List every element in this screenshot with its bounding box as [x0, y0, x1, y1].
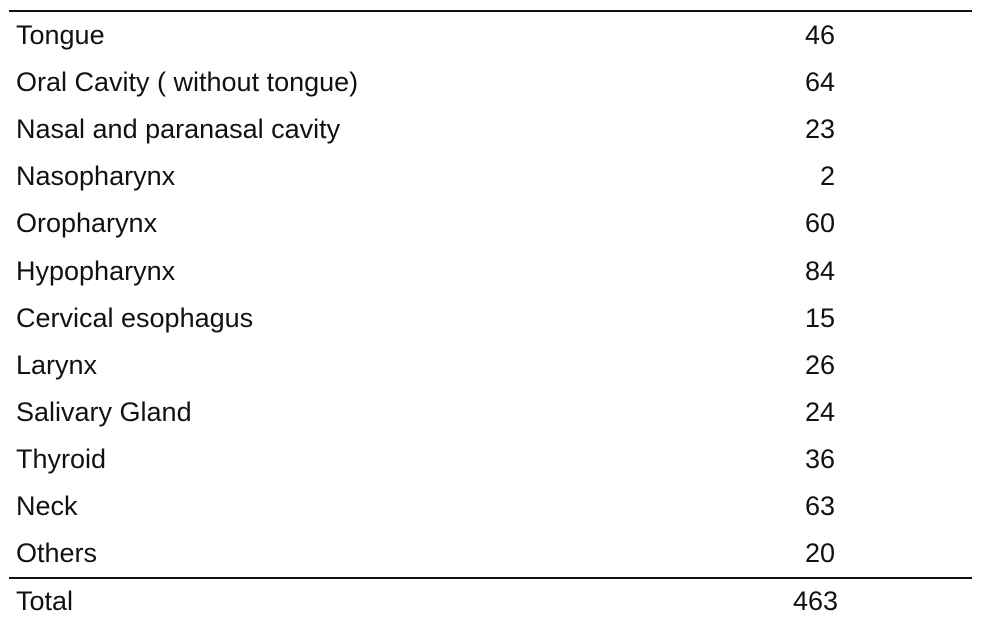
total-count: 463 — [792, 586, 838, 616]
row-count: 64 — [804, 67, 835, 98]
row-count: 36 — [804, 443, 835, 474]
row-label: Others — [16, 538, 98, 569]
row-count: 2 — [819, 161, 835, 192]
row-label: Salivary Gland — [16, 396, 192, 427]
row-count: 84 — [804, 255, 835, 286]
row-count: 46 — [804, 20, 835, 50]
row-count: 24 — [804, 396, 835, 427]
row-count: 60 — [804, 208, 835, 239]
row-count: 15 — [804, 302, 835, 333]
row-label: Neck — [16, 491, 78, 521]
row-count: 26 — [804, 349, 835, 380]
row-count: 23 — [804, 114, 835, 145]
top-rule — [9, 10, 972, 12]
row-count: 20 — [804, 538, 835, 569]
total-rule — [9, 577, 972, 579]
row-label: Larynx — [16, 349, 98, 380]
row-label: Tongue — [16, 20, 105, 50]
row-label: Oral Cavity ( without tongue) — [16, 67, 359, 98]
row-count: 63 — [804, 491, 835, 521]
row-label: Nasal and paranasal cavity — [16, 114, 341, 145]
row-label: Nasopharynx — [16, 161, 176, 192]
row-label: Thyroid — [16, 443, 107, 474]
total-label: Total — [16, 586, 74, 616]
row-label: Oropharynx — [16, 208, 158, 239]
row-label: Cervical esophagus — [16, 302, 254, 333]
row-label: Hypopharynx — [16, 255, 176, 286]
